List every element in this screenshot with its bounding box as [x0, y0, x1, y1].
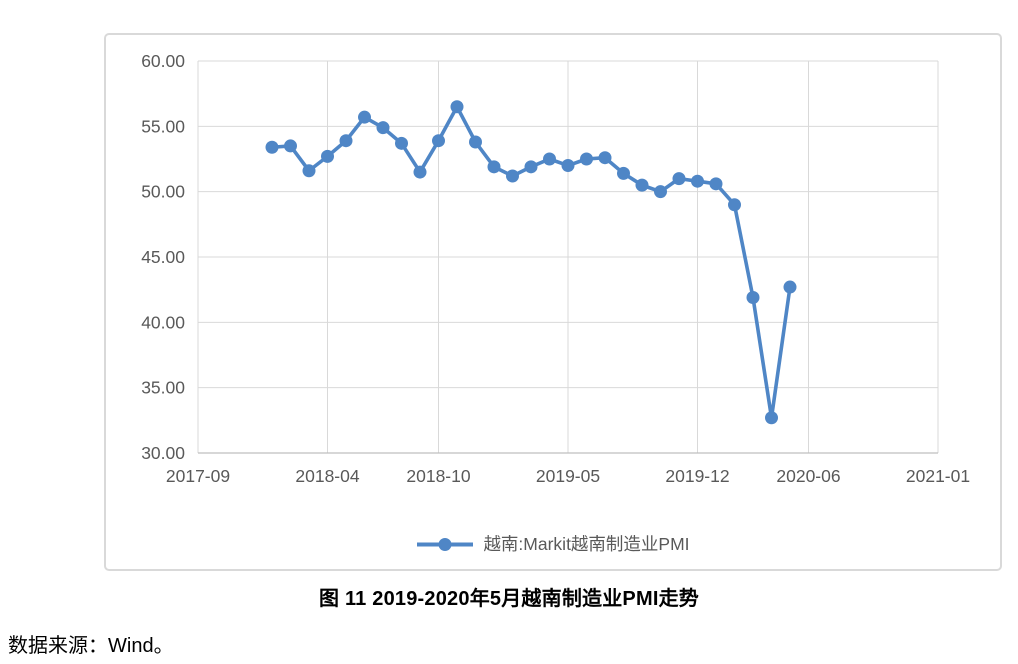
- x-axis-tick-label: 2021-01: [906, 466, 970, 486]
- data-point: [561, 159, 575, 173]
- data-point: [432, 134, 445, 148]
- data-point: [450, 100, 464, 114]
- data-point: [654, 185, 667, 199]
- y-axis-tick-label: 35.00: [141, 378, 185, 398]
- data-point: [672, 172, 686, 186]
- data-point: [598, 151, 612, 165]
- x-axis-tick-label: 2019-12: [665, 466, 729, 486]
- data-point: [376, 121, 390, 135]
- data-point: [728, 198, 741, 212]
- data-point: [635, 178, 649, 192]
- x-axis-tick-label: 2019-05: [536, 466, 600, 486]
- data-point: [265, 140, 279, 154]
- data-point: [413, 165, 427, 179]
- data-point: [580, 152, 593, 166]
- pmi-chart-frame: 2017-09 2018-04 2018-10 2019-05 2019-12 2020-…: [104, 33, 1002, 571]
- data-point: [524, 160, 538, 174]
- data-point: [506, 169, 519, 183]
- data-point: [691, 174, 704, 188]
- data-point: [358, 110, 371, 124]
- x-axis-tick-label: 2018-04: [295, 466, 359, 486]
- x-axis-tick-label: 2018-10: [406, 466, 470, 486]
- series-line: [270, 104, 792, 420]
- pmi-chart-svg: 2017-09 2018-04 2018-10 2019-05 2019-12 2020-…: [141, 51, 970, 486]
- data-point: [765, 411, 778, 425]
- legend-dot: [438, 537, 452, 551]
- y-axis-tick-label: 45.00: [141, 247, 185, 267]
- data-point: [395, 136, 408, 150]
- legend-series-label: 越南:Markit越南制造业PMI: [483, 533, 690, 554]
- data-point: [617, 166, 630, 180]
- y-axis-tick-label: 30.00: [141, 443, 185, 463]
- data-point: [469, 135, 482, 149]
- data-point: [543, 152, 556, 166]
- data-point: [321, 149, 334, 163]
- x-axis-tick-label: 2017-09: [166, 466, 230, 486]
- data-point: [709, 177, 723, 191]
- figure-caption: 图 11 2019-2020年5月越南制造业PMI走势: [319, 588, 699, 610]
- data-point: [284, 139, 297, 153]
- y-axis-tick-label: 40.00: [141, 312, 185, 332]
- legend-line-marker-icon: [417, 537, 474, 551]
- data-point: [746, 291, 760, 305]
- data-point: [487, 160, 501, 174]
- chart-legend: 越南:Markit越南制造业PMI: [106, 533, 1000, 554]
- y-axis-tick-label: 55.00: [141, 116, 185, 136]
- data-source-note: 数据来源：Wind。: [8, 635, 174, 657]
- y-axis-tick-label: 60.00: [141, 51, 185, 71]
- data-point: [302, 164, 316, 178]
- data-point: [783, 280, 797, 294]
- x-axis-tick-label: 2020-06: [776, 466, 840, 486]
- y-axis-tick-label: 50.00: [141, 182, 185, 202]
- data-point: [339, 134, 353, 148]
